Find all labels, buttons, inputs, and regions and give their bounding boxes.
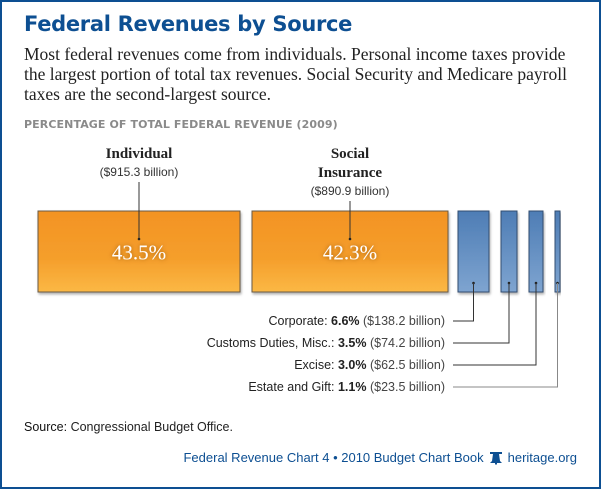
amount-label: ($890.9 billion) [311,184,390,198]
category-label: Insurance [318,165,383,181]
bar-value-label: 43.5% [112,241,166,265]
chart-title: Federal Revenues by Source [24,12,353,36]
bar-small-1 [500,210,518,293]
legend-amount: ($62.5 billion) [366,358,445,372]
amount-label: ($915.3 billion) [100,165,179,179]
leader-line [453,283,474,322]
legend-label: Estate and Gift: 1.1% ($23.5 billion) [248,380,445,394]
legend-name: Corporate: [269,314,332,328]
category-label: Individual [106,146,173,162]
category-label: Social [331,146,369,162]
footer: Federal Revenue Chart 4 • 2010 Budget Ch… [183,450,577,465]
bar-value-label: 42.3% [323,241,377,265]
legend-amount: ($74.2 billion) [366,336,445,350]
legend-value: 3.0% [338,358,367,372]
legend-name: Customs Duties, Misc.: [207,336,338,350]
legend-value: 6.6% [331,314,360,328]
legend-value: 1.1% [338,380,367,394]
footer-text: Federal Revenue Chart 4 • 2010 Budget Ch… [183,450,484,465]
leader-line [453,283,510,344]
legend-label: Corporate: 6.6% ($138.2 billion) [269,314,446,328]
legend-label: Customs Duties, Misc.: 3.5% ($74.2 billi… [207,336,445,350]
footer-site-link[interactable]: heritage.org [507,450,577,465]
legend-label: Excise: 3.0% ($62.5 billion) [294,358,445,372]
leader-dot [137,237,141,241]
leader-line [453,283,558,388]
leader-dot [348,237,352,241]
liberty-bell-icon [489,451,502,464]
axis-title: PERCENTAGE OF TOTAL FEDERAL REVENUE (200… [24,118,338,131]
legend-name: Estate and Gift: [248,380,338,394]
legend-name: Excise: [294,358,338,372]
bar-small-3 [554,210,561,293]
legend-value: 3.5% [338,336,367,350]
legend-amount: ($23.5 billion) [366,380,445,394]
leader-line [453,283,537,366]
source-text: Congressional Budget Office. [70,420,233,434]
chart-subtitle: Most federal revenues come from individu… [24,44,567,104]
legend-amount: ($138.2 billion) [360,314,445,328]
source-label: Source: [24,420,68,434]
source-note: Source: Congressional Budget Office. [24,420,233,434]
bar-small-0 [457,210,490,293]
bar-small-2 [528,210,544,293]
